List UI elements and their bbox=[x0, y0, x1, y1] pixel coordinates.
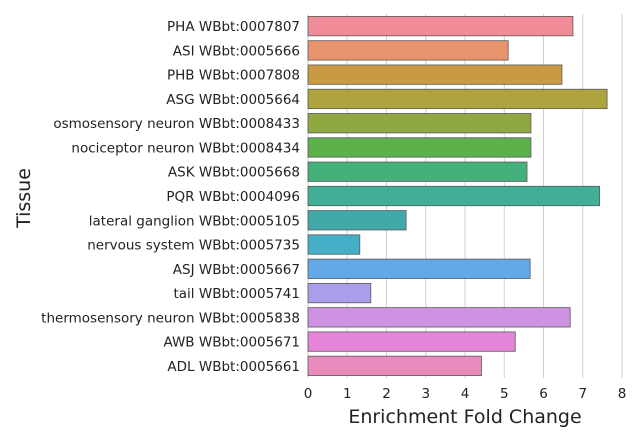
bar-14 bbox=[307, 331, 516, 352]
y-tick-label: osmosensory neuron WBbt:0008433 bbox=[53, 116, 300, 132]
x-tick-label: 0 bbox=[304, 386, 313, 402]
x-tick-label: 4 bbox=[461, 386, 470, 402]
bar-5 bbox=[307, 113, 532, 134]
bar-1 bbox=[307, 16, 574, 37]
x-tick-label: 5 bbox=[500, 386, 509, 402]
x-tick-label: 3 bbox=[421, 386, 430, 402]
y-tick-label: PHA WBbt:0007807 bbox=[167, 19, 300, 35]
x-tick-label: 8 bbox=[618, 386, 627, 402]
bar-4 bbox=[307, 88, 608, 110]
y-tick-label: nervous system WBbt:0005735 bbox=[87, 238, 300, 254]
x-tick-label: 6 bbox=[539, 386, 548, 402]
bar-11 bbox=[307, 258, 531, 279]
x-tick-label: 7 bbox=[578, 386, 587, 402]
x-axis-title: Enrichment Fold Change bbox=[348, 406, 581, 428]
y-tick-label: AWB WBbt:0005671 bbox=[163, 335, 300, 351]
y-tick-label: PHB WBbt:0007808 bbox=[167, 68, 300, 84]
bar-13 bbox=[307, 307, 571, 328]
y-tick-label: ADL WBbt:0005661 bbox=[167, 359, 300, 375]
y-tick-label: nociceptor neuron WBbt:0008434 bbox=[71, 140, 300, 156]
x-tick-label: 1 bbox=[343, 386, 352, 402]
y-tick-label: lateral ganglion WBbt:0005105 bbox=[89, 213, 300, 229]
y-tick-label: ASJ WBbt:0005667 bbox=[173, 262, 300, 278]
y-tick-label: PQR WBbt:0004096 bbox=[166, 189, 300, 205]
bar-8 bbox=[307, 185, 601, 207]
bar-9 bbox=[307, 210, 407, 231]
bar-2 bbox=[307, 40, 509, 61]
bar-3 bbox=[307, 64, 563, 85]
bar-15 bbox=[307, 355, 482, 376]
y-axis-title: Tissue bbox=[13, 168, 35, 229]
y-tick-label: ASG WBbt:0005664 bbox=[166, 92, 300, 108]
x-tick-label: 2 bbox=[382, 386, 391, 402]
y-tick-labels: PHA WBbt:0007807 ASI WBbt:0005666 PHB WBbt… bbox=[41, 19, 300, 375]
bars bbox=[307, 16, 608, 376]
bar-10 bbox=[307, 234, 361, 255]
y-tick-label: ASK WBbt:0005668 bbox=[168, 165, 300, 181]
y-tick-label: ASI WBbt:0005666 bbox=[173, 43, 300, 59]
y-tick-label: tail WBbt:0005741 bbox=[173, 286, 300, 302]
bar-7 bbox=[307, 161, 528, 182]
x-tick-labels: 0 1 2 3 4 5 6 7 8 bbox=[304, 386, 627, 402]
bar-6 bbox=[307, 137, 532, 158]
bar-12 bbox=[307, 282, 372, 304]
y-tick-label: thermosensory neuron WBbt:0005838 bbox=[41, 310, 300, 326]
